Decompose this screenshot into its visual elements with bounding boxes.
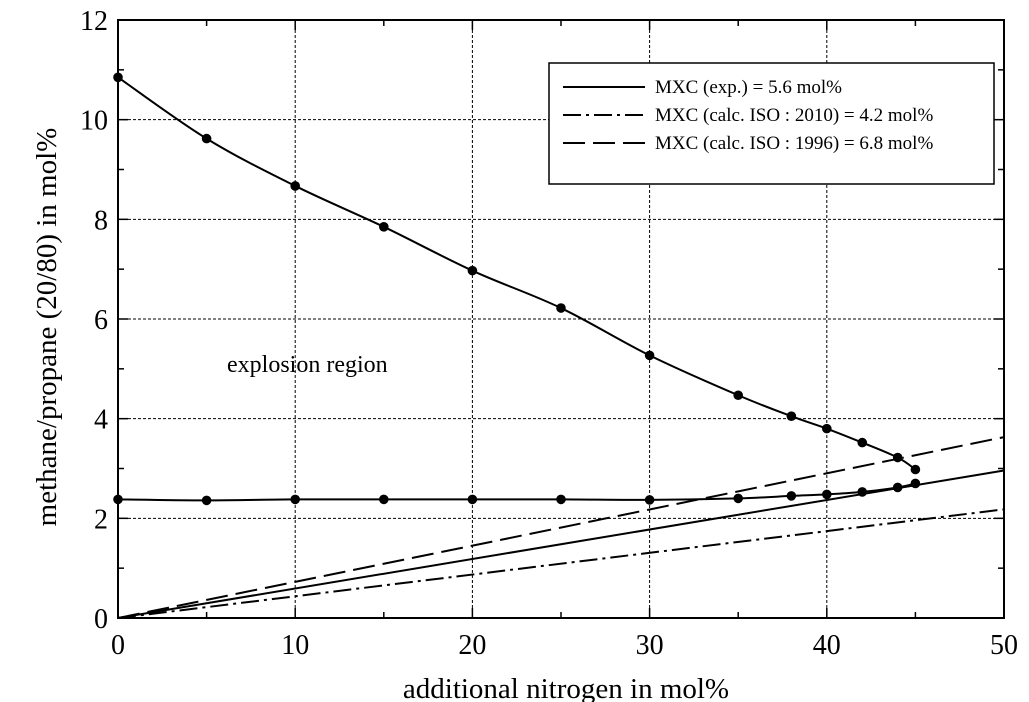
y-tick-label: 8	[94, 205, 108, 236]
tick-layer	[117, 19, 1005, 619]
series-layer	[117, 436, 1005, 619]
x-tick-label: 40	[813, 630, 841, 661]
lower-boundary-point	[290, 494, 301, 505]
lower-boundary-point	[822, 489, 832, 500]
y-axis-title: methane/propane (20/80) in mol%	[31, 128, 63, 527]
explosion-region-label: explosion region	[227, 352, 388, 378]
label-layer: 0 10 20 30 40 50 0 2 4 6 8 10 12	[80, 6, 1018, 661]
lower-boundary-point	[467, 494, 478, 505]
lower-boundary-point	[786, 491, 797, 501]
lower-boundary-point	[556, 494, 566, 505]
x-tick-label: 20	[458, 630, 486, 661]
upper-boundary-point	[467, 265, 478, 276]
lower-boundary-curve	[117, 482, 916, 502]
lower-boundary-point	[201, 495, 212, 506]
upper-boundary-point	[733, 390, 743, 401]
legend-box	[548, 62, 995, 185]
y-tick-label: 6	[94, 305, 108, 336]
upper-boundary-point	[822, 423, 832, 434]
x-tick-label: 10	[281, 630, 309, 661]
series-line-dashed	[117, 436, 1005, 619]
upper-boundary-point	[786, 411, 797, 421]
upper-boundary-point	[910, 464, 921, 475]
upper-boundary-point	[892, 452, 903, 463]
upper-boundary-point	[644, 350, 655, 361]
x-axis-title: additional nitrogen in mol%	[403, 673, 729, 702]
legend-label: MXC (calc. ISO : 1996) = 6.8 mol%	[655, 133, 933, 154]
lower-boundary-point	[857, 487, 868, 497]
lower-boundary-point	[379, 494, 389, 505]
y-tick-label: 4	[94, 405, 108, 436]
upper-boundary-point	[201, 133, 212, 144]
x-tick-label: 30	[636, 630, 664, 661]
series-line-solid	[117, 469, 1005, 619]
y-tick-label: 2	[94, 504, 108, 535]
series-line-dashdot	[117, 508, 1005, 619]
legend-label: MXC (exp.) = 5.6 mol%	[655, 77, 842, 98]
lower-boundary-point	[644, 495, 655, 505]
y-tick-label: 0	[94, 604, 108, 635]
lower-boundary-point	[910, 478, 921, 489]
upper-boundary-point	[556, 303, 566, 313]
boundary-layer	[113, 72, 921, 506]
y-tick-label: 12	[80, 6, 108, 37]
upper-boundary-point	[290, 181, 301, 191]
upper-boundary-curve	[117, 76, 916, 471]
x-tick-label: 0	[111, 630, 125, 661]
x-tick-label: 50	[990, 630, 1018, 661]
lower-boundary-point	[892, 482, 903, 493]
upper-boundary-point	[857, 437, 868, 448]
legend: MXC (exp.) = 5.6 mol% MXC (calc. ISO : 20…	[548, 62, 995, 185]
upper-boundary-point	[379, 222, 389, 232]
y-tick-label: 10	[80, 106, 108, 137]
lower-boundary-point	[733, 493, 743, 504]
legend-label: MXC (calc. ISO : 2010) = 4.2 mol%	[655, 105, 933, 126]
